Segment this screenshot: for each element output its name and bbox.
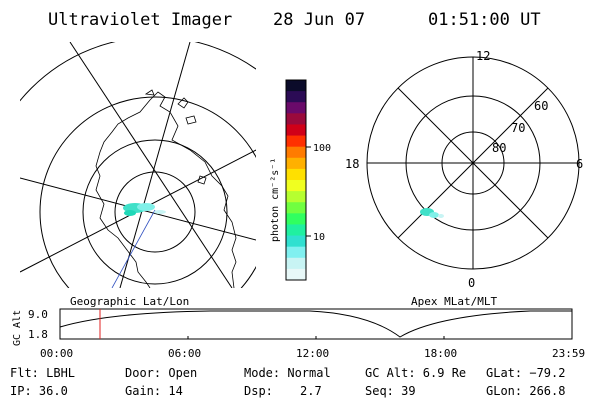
aurora-emission-mag [420,208,444,218]
x-tick-1800: 18:00 [424,347,457,360]
x-tick-1200: 12:00 [296,347,329,360]
gc-alt-info: GC Alt: 6.9 Re [365,366,466,380]
x-tick-0000: 00:00 [40,347,73,360]
colorbar-tick-100: 100 [313,143,331,154]
meridian-line [119,42,191,288]
mlat-label-80: 80 [492,141,506,155]
magnetic-label: Apex MLat/MLT [411,295,497,308]
aurora-emission [123,203,166,216]
page-title: Ultraviolet Imager [48,10,232,30]
colorbar-cell [286,157,306,170]
mlt-label-right: 6 [576,157,583,171]
colorbar-cell [286,257,306,270]
colorbar-tick-10: 10 [313,232,325,243]
colorbar-cell [286,124,306,137]
header-date: 28 Jun 07 [273,10,365,30]
lat-circle-mid [82,139,228,285]
ip-info: IP: 36.0 [10,384,68,398]
x-tick-2359: 23:59 [552,347,585,360]
colorbar-cell [286,180,306,192]
mlt-label-left: 18 [345,157,359,171]
colorbar-cell [286,113,306,125]
colorbar-cell [286,146,306,159]
gain-info: Gain: 14 [125,384,183,398]
colorbar-cell [286,246,306,259]
lat-circle-inner [114,171,196,253]
seq-info: Seq: 39 [365,384,416,398]
coastline [95,91,237,288]
info-panel: Flt: LBHL Door: Open Mode: Normal GC Alt… [10,366,565,398]
colorbar-cell [286,102,306,114]
colorbar-cell [286,135,306,148]
colorbar-cell [286,224,306,237]
header-time: 01:51:00 UT [428,10,541,30]
door-info: Door: Open [125,366,197,380]
colorbar-cell [286,202,306,214]
mlt-label-bottom: 0 [468,276,475,290]
meridian-line [69,42,233,288]
y-tick-bottom: 1.8 [28,328,48,341]
mlat-label-60: 60 [534,99,548,113]
colorbar-cell [286,213,306,225]
glon-info: GLon: 266.8 [486,384,565,398]
colorbar-cell [286,91,306,103]
colorbar-cell [286,168,306,181]
mode-info: Mode: Normal [244,366,331,380]
colorbar-unit-label: photon cm⁻²s⁻¹ [270,158,281,242]
orbit-altitude-plot: GC Alt 9.0 1.8 00:00 06:00 12:00 18:00 2… [12,308,585,360]
colorbar-cell [286,235,306,248]
glat-info: GLat: −79.2 [486,366,565,380]
geographic-map-panel: Geographic Lat/Lon [20,42,256,308]
mlt-label-top: 12 [476,49,490,63]
lat-circle-mid2 [39,96,256,288]
terminator-line [111,209,156,288]
magnetic-polar-panel: 12 0 18 6 60 70 80 Apex MLat/MLT [345,49,583,308]
colorbar-cell [286,80,306,92]
mlat-label-70: 70 [511,121,525,135]
altitude-curve [59,310,572,338]
dsp-label: Dsp: [244,384,273,398]
y-tick-top: 9.0 [28,308,48,321]
colorbar-cell [286,191,306,203]
colorbar: 100 10 photon cm⁻²s⁻¹ [270,79,331,281]
filter-info: Flt: LBHL [10,366,75,380]
geographic-label: Geographic Lat/Lon [70,295,189,308]
colorbar-frame [285,79,307,281]
colorbar-cell [286,268,306,281]
dsp-value: 2.7 [300,384,322,398]
x-tick-0600: 06:00 [168,347,201,360]
coastline-islands [144,89,207,185]
y-axis-label: GC Alt [12,310,23,346]
